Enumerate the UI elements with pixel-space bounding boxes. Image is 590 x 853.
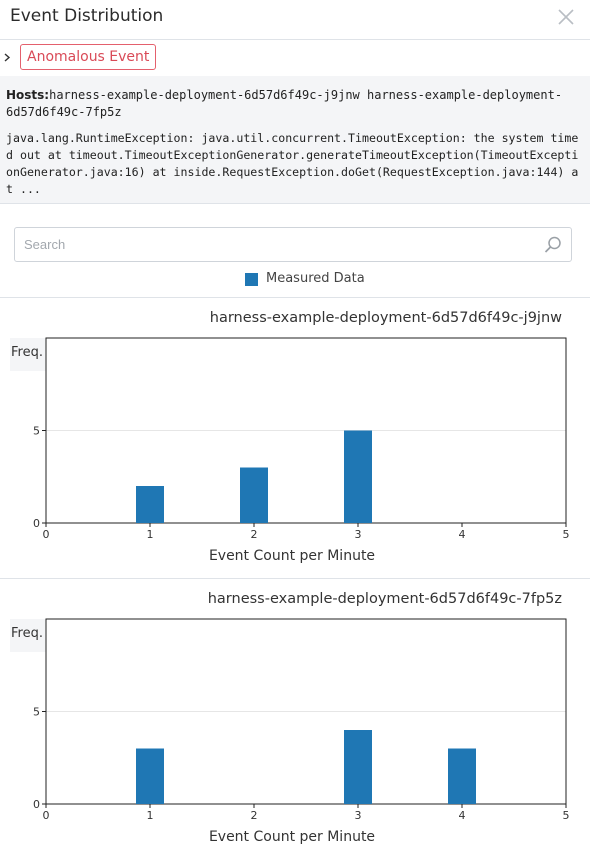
x-tick-label: 4 <box>459 528 466 541</box>
dialog-header: Event Distribution <box>0 0 590 40</box>
hosts-value: harness-example-deployment-6d57d6f49c-j9… <box>6 88 563 119</box>
search-box <box>14 227 572 262</box>
dialog-title: Event Distribution <box>10 6 164 26</box>
bar-chart: Freq. 0 5 0 1 2 3 4 5 Event Count per Minute <box>10 618 570 845</box>
hosts-line: Hosts:harness-example-deployment-6d57d6f… <box>6 87 582 121</box>
x-tick-label: 1 <box>147 528 154 541</box>
bar <box>344 730 372 804</box>
bar <box>344 430 372 523</box>
x-axis-label: Event Count per Minute <box>209 829 375 845</box>
x-tick-label: 2 <box>251 809 258 822</box>
bar-chart: Freq. 0 5 0 1 2 3 4 5 Event Count per Minute <box>10 337 570 564</box>
x-tick-label: 0 <box>43 809 50 822</box>
x-tick-label: 2 <box>251 528 258 541</box>
chart-title: harness-example-deployment-6d57d6f49c-j9… <box>209 310 562 326</box>
y-tick-label: 5 <box>33 425 40 438</box>
x-tick-label: 3 <box>355 528 362 541</box>
x-tick-label: 0 <box>43 528 50 541</box>
bar <box>136 486 164 523</box>
y-tick-label: 0 <box>33 517 40 530</box>
x-tick-label: 3 <box>355 809 362 822</box>
x-tick-label: 5 <box>563 528 570 541</box>
y-axis-label: Freq. <box>11 626 43 641</box>
legend-label: Measured Data <box>266 271 365 286</box>
close-icon[interactable] <box>556 7 576 27</box>
ylabel-bg <box>10 619 46 652</box>
stack-trace: java.lang.RuntimeException: java.util.co… <box>6 131 579 196</box>
x-tick-label: 1 <box>147 809 154 822</box>
bar <box>240 467 268 523</box>
search-icon[interactable] <box>543 235 563 255</box>
hosts-label: Hosts: <box>6 88 50 102</box>
bar <box>448 748 476 804</box>
y-tick-label: 0 <box>33 798 40 811</box>
y-axis-label: Freq. <box>11 345 43 360</box>
chart-title: harness-example-deployment-6d57d6f49c-7f… <box>207 591 562 607</box>
y-tick-label: 5 <box>33 706 40 719</box>
ylabel-bg <box>10 338 46 371</box>
chart-host-2: harness-example-deployment-6d57d6f49c-7f… <box>0 578 590 853</box>
chevron-right-icon[interactable] <box>2 50 12 64</box>
x-tick-label: 4 <box>459 809 466 822</box>
chart-host-1: harness-example-deployment-6d57d6f49c-j9… <box>0 297 590 578</box>
anomalous-event-badge: Anomalous Event <box>20 44 157 70</box>
x-axis-label: Event Count per Minute <box>209 548 375 564</box>
bar <box>136 748 164 804</box>
event-detail-panel: Hosts:harness-example-deployment-6d57d6f… <box>0 76 590 204</box>
search-input[interactable] <box>15 228 535 261</box>
event-row <box>0 40 590 76</box>
x-tick-label: 5 <box>563 809 570 822</box>
legend-swatch <box>245 273 258 286</box>
